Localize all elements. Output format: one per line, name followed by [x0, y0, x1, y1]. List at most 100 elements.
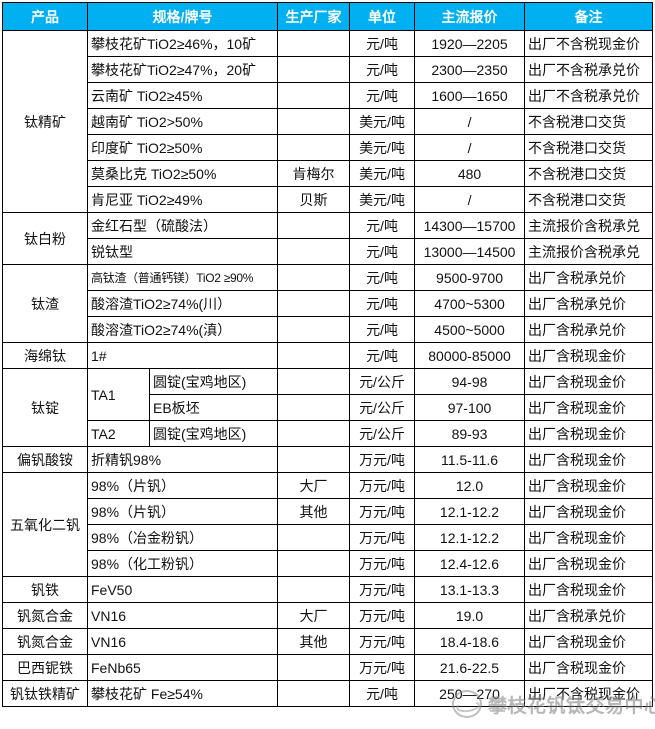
column-header-maker: 生产厂家	[277, 2, 351, 31]
table-row: 偏钒酸铵 折精钒98% 万元/吨 11.5-11.6 出厂含税现金价	[2, 446, 654, 473]
unit-cell: 元/公斤	[349, 394, 416, 421]
maker-cell	[277, 56, 351, 83]
spec-cell: 酸溶渣TiO2≥74%(川）	[86, 290, 279, 317]
maker-cell	[277, 82, 351, 109]
unit-cell: 元/吨	[349, 342, 416, 369]
spec-cell: 攀枝花矿 Fe≥54%	[86, 680, 279, 707]
unit-cell: 元/公斤	[349, 420, 416, 447]
unit-cell: 万元/吨	[349, 576, 416, 603]
note-cell: 不含税港口交货	[524, 160, 654, 187]
unit-cell: 万元/吨	[349, 602, 416, 629]
note-cell: 主流报价含税承兑	[524, 238, 654, 265]
maker-cell	[277, 654, 351, 681]
price-cell: 21.6-22.5	[414, 654, 526, 681]
price-cell: /	[414, 186, 526, 213]
note-cell: 出厂含税现金价	[524, 550, 654, 577]
maker-cell: 大厂	[277, 602, 351, 629]
note-cell: 出厂含税承兑价	[524, 316, 654, 343]
spec-cell: 云南矿 TiO2≥45%	[86, 82, 279, 109]
maker-cell	[277, 134, 351, 161]
table-row: 五氧化二钒 98%（片钒） 大厂 万元/吨 12.0 出厂含税现金价	[2, 472, 654, 577]
note-cell: 出厂不含税现金价	[524, 680, 654, 707]
table-row: TA2 圆锭(宝鸡地区) 元/公斤 89-93 出厂含税现金价	[3, 420, 654, 447]
unit-cell: 美元/吨	[349, 186, 416, 213]
price-cell: 89-93	[414, 420, 526, 447]
column-header-price: 主流报价	[414, 2, 526, 31]
unit-cell: 元/吨	[349, 82, 416, 109]
maker-cell	[277, 420, 351, 447]
maker-cell	[277, 212, 351, 239]
unit-cell: 元/吨	[349, 264, 416, 291]
product-cell: 钛精矿	[2, 30, 88, 213]
product-cell: 海绵钛	[2, 342, 88, 369]
maker-cell	[277, 290, 351, 317]
unit-cell: 万元/吨	[349, 446, 416, 473]
maker-cell	[277, 342, 351, 369]
table-row: 云南矿 TiO2≥45% 元/吨 1600—1650 出厂不含税承兑价	[3, 82, 654, 109]
product-cell: 钛渣	[2, 264, 88, 343]
maker-cell	[277, 550, 351, 577]
unit-cell: 元/吨	[349, 30, 416, 57]
maker-cell	[277, 108, 351, 135]
product-cell: 钛锭	[2, 368, 88, 447]
maker-cell	[277, 576, 351, 603]
unit-cell: 美元/吨	[349, 108, 416, 135]
maker-cell	[277, 368, 351, 395]
spec-cell: FeV50	[86, 576, 279, 603]
price-cell: 11.5-11.6	[414, 446, 526, 473]
unit-cell: 万元/吨	[349, 550, 416, 577]
maker-cell	[277, 680, 351, 707]
spec-cell: 锐钛型	[86, 238, 279, 265]
maker-cell	[277, 238, 351, 265]
table-row: 钛渣 高钛渣（普通钙镁）TiO2 ≥90% 元/吨 9500-9700 出厂含税承兑价	[2, 264, 654, 343]
spec-cell: 折精钒98%	[86, 446, 279, 473]
note-cell: 出厂含税现金价	[524, 446, 654, 473]
table-row: 钛精矿 攀枝花矿TiO2≥46%，10矿 元/吨 1920—2205 出厂不含税现金价	[2, 30, 654, 213]
table-row: 酸溶渣TiO2≥74%(滇） 元/吨 4500~5000 出厂含税承兑价	[3, 316, 654, 343]
table-row: 莫桑比克 TiO2≥50% 肯梅尔 美元/吨 480 不含税港口交货	[3, 160, 654, 187]
price-cell: 13000—14500	[414, 238, 526, 265]
maker-cell	[277, 446, 351, 473]
price-cell: 97-100	[414, 394, 526, 421]
note-cell: 不含税港口交货	[524, 186, 654, 213]
note-cell: 不含税港口交货	[524, 134, 654, 161]
price-cell: 14300—15700	[414, 212, 526, 239]
note-cell: 出厂不含税承兑价	[524, 56, 654, 83]
table-row: 印度矿 TiO2≥50% 美元/吨 / 不含税港口交货	[3, 134, 654, 161]
spec-form-cell: EB板坯	[148, 394, 279, 421]
note-cell: 出厂含税现金价	[524, 654, 654, 681]
column-header-unit: 单位	[349, 2, 416, 31]
note-cell: 出厂含税承兑价	[524, 264, 654, 291]
note-cell: 不含税港口交货	[524, 108, 654, 135]
spec-cell: 金红石型（硫酸法）	[86, 212, 279, 239]
table-row: 钒钛铁精矿 攀枝花矿 Fe≥54% 元/吨 250—270 出厂不含税现金价	[2, 680, 654, 707]
note-cell: 出厂不含税承兑价	[524, 82, 654, 109]
note-cell: 出厂含税承兑价	[524, 602, 654, 629]
price-cell: 18.4-18.6	[414, 628, 526, 655]
product-cell: 偏钒酸铵	[2, 446, 88, 473]
price-cell: 94-98	[414, 368, 526, 395]
note-cell: 出厂含税现金价	[524, 576, 654, 603]
spec-cell: VN16	[86, 602, 279, 629]
maker-cell	[277, 524, 351, 551]
price-cell: /	[414, 134, 526, 161]
product-cell: 巴西铌铁	[2, 654, 88, 681]
price-cell: 19.0	[414, 602, 526, 629]
spec-form-cell: 圆锭(宝鸡地区)	[148, 368, 279, 395]
price-cell: 480	[414, 160, 526, 187]
unit-cell: 万元/吨	[349, 628, 416, 655]
price-cell: 80000-85000	[414, 342, 526, 369]
note-cell: 出厂不含税现金价	[524, 30, 654, 57]
price-cell: 2300—2350	[414, 56, 526, 83]
note-cell: 出厂含税现金价	[524, 524, 654, 551]
unit-cell: 元/吨	[349, 680, 416, 707]
table-row: 98%（片钒） 其他 万元/吨 12.1-12.2 出厂含税现金价	[3, 498, 654, 525]
price-cell: 1920—2205	[414, 30, 526, 57]
unit-cell: 元/吨	[349, 290, 416, 317]
unit-cell: 元/吨	[349, 316, 416, 343]
table-row: 钒氮合金 VN16 其他 万元/吨 18.4-18.6 出厂含税现金价	[2, 628, 654, 655]
price-cell: 250—270	[414, 680, 526, 707]
table-row: 98%（化工粉钒） 万元/吨 12.4-12.6 出厂含税现金价	[3, 550, 654, 577]
spec-cell: 攀枝花矿TiO2≥46%，10矿	[86, 30, 279, 57]
